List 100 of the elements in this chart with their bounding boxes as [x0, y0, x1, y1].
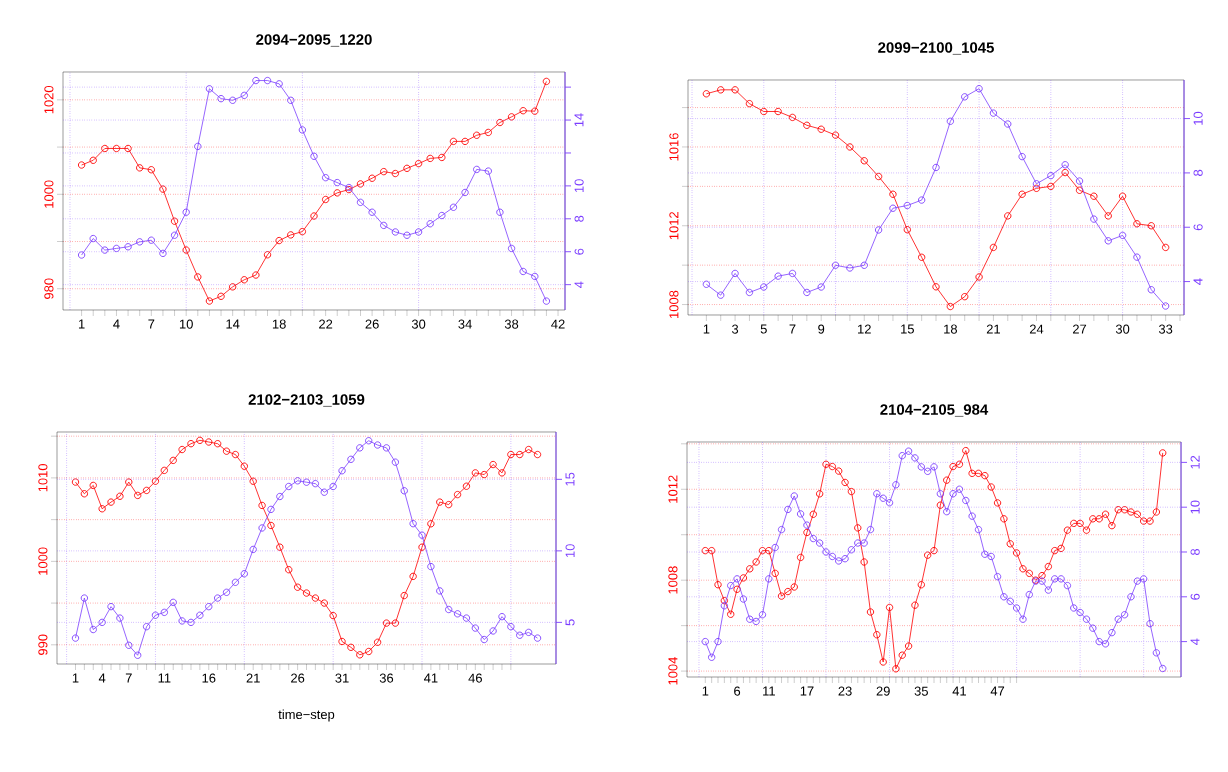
point — [89, 234, 97, 243]
x-tick-label: 18 — [272, 319, 286, 329]
x-tick-label: 1 — [78, 319, 85, 329]
y-tick-label: 1012 — [669, 212, 679, 240]
point — [205, 85, 214, 93]
point — [1061, 161, 1069, 169]
point — [1104, 237, 1112, 245]
point — [1032, 180, 1041, 188]
point — [365, 647, 373, 656]
point — [473, 131, 481, 139]
point — [368, 208, 376, 216]
point — [71, 634, 80, 642]
point — [409, 520, 417, 528]
point — [229, 283, 237, 291]
point — [287, 231, 295, 239]
x-tick-label: 1 — [72, 673, 79, 683]
x-tick-label: 30 — [1115, 324, 1130, 334]
point — [159, 185, 167, 193]
point — [524, 445, 533, 454]
y2-tick-label: 8 — [1190, 548, 1200, 556]
y2-tick-label: 10 — [565, 544, 575, 558]
point — [426, 154, 434, 163]
y2-tick-label: 5 — [565, 619, 575, 626]
point — [112, 144, 121, 153]
point — [731, 86, 739, 94]
point — [774, 272, 782, 280]
point — [240, 570, 248, 578]
point — [285, 566, 293, 574]
point — [222, 588, 231, 596]
y2-tick-label: 8 — [574, 215, 584, 222]
point — [461, 188, 469, 197]
point — [205, 297, 214, 305]
point — [124, 243, 132, 251]
x-tick-label: 7 — [148, 319, 155, 329]
point — [298, 227, 307, 236]
x-tick-label: 26 — [291, 673, 305, 683]
point — [98, 618, 106, 627]
point — [125, 641, 133, 649]
point — [196, 611, 204, 619]
point — [134, 651, 142, 659]
x-tick-label: 11 — [763, 686, 775, 696]
point — [436, 498, 444, 506]
point — [356, 180, 365, 188]
point — [409, 572, 417, 581]
x-tick-label: 7 — [789, 324, 796, 334]
point — [293, 477, 302, 485]
point — [136, 238, 144, 246]
point — [302, 589, 311, 597]
point — [320, 488, 328, 496]
point — [414, 159, 423, 168]
point — [231, 450, 240, 459]
x-tick-label: 33 — [1158, 324, 1173, 334]
point — [267, 505, 275, 514]
point — [989, 243, 998, 252]
x-tick-label: 22 — [319, 319, 333, 329]
x-tick-label: 30 — [411, 319, 426, 329]
point — [918, 253, 926, 261]
point — [516, 450, 524, 459]
x-tick-label: 41 — [952, 686, 966, 696]
point — [462, 482, 471, 490]
point — [258, 524, 266, 532]
point — [480, 635, 488, 644]
point — [1104, 212, 1112, 220]
point — [889, 204, 897, 212]
point — [196, 436, 204, 444]
point — [89, 156, 97, 164]
y2-tick-label: 6 — [1193, 224, 1203, 231]
y2-tick-label: 8 — [1193, 169, 1203, 176]
x-tick-label: 31 — [335, 673, 349, 683]
x-tick-label: 42 — [551, 319, 565, 329]
x-tick-label: 12 — [858, 324, 871, 334]
y-tick-label: 1008 — [669, 290, 679, 318]
point — [89, 481, 97, 490]
point — [391, 458, 399, 466]
point — [860, 261, 868, 269]
point — [471, 624, 479, 632]
x-tick-label: 1 — [702, 686, 709, 696]
point — [489, 460, 497, 469]
point — [418, 543, 426, 551]
point — [293, 583, 302, 591]
point — [310, 152, 318, 160]
point — [77, 251, 86, 259]
point — [788, 269, 797, 278]
point — [194, 273, 202, 281]
point — [302, 478, 311, 486]
point — [860, 157, 868, 165]
point — [142, 486, 151, 495]
point — [702, 280, 711, 288]
point — [311, 594, 320, 602]
x-tick-label: 17 — [800, 686, 814, 696]
y2-tick-label: 15 — [565, 472, 575, 486]
point — [1004, 120, 1012, 128]
point — [333, 189, 341, 197]
x-tick-label: 24 — [1029, 324, 1044, 334]
point — [449, 137, 458, 146]
point — [932, 283, 940, 291]
point — [101, 246, 109, 254]
chart-title: 2094−2095_1220 — [256, 34, 372, 47]
point — [187, 618, 195, 627]
point — [449, 203, 458, 211]
